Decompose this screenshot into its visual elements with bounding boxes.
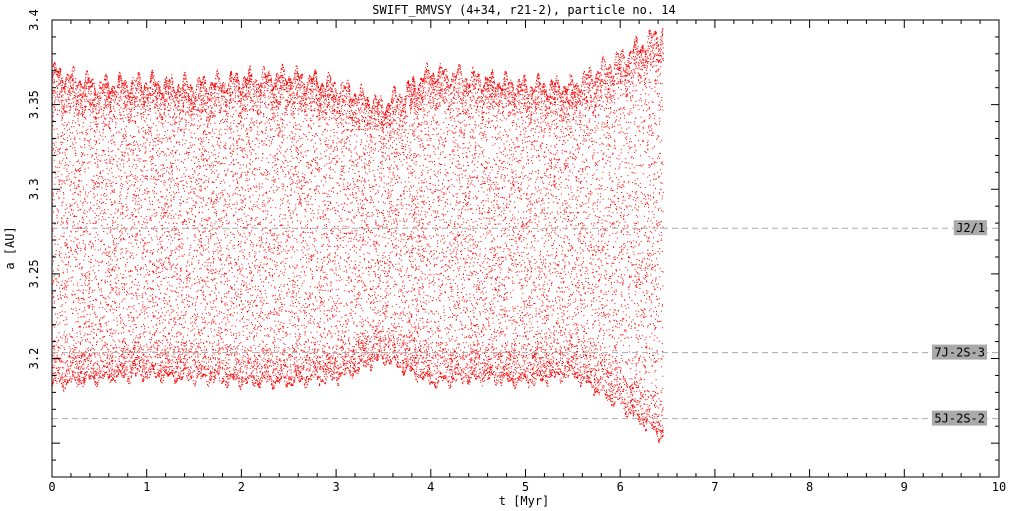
y-tick-label: 3.4: [27, 9, 41, 31]
resonance-label: 7J-2S-3: [934, 346, 985, 360]
y-tick-label: 3.3: [27, 178, 41, 200]
resonance-label: 5J-2S-2: [934, 412, 985, 426]
axis-ticks: 0 1 2 3 4 5 6 7 8 9 10 3.2 3.25 3.3 3.35 3.4: [27, 9, 1006, 494]
y-tick-label: 3.25: [27, 259, 41, 288]
x-tick-label: 0: [48, 480, 55, 494]
data-points: [52, 28, 664, 443]
x-tick-label: 3: [332, 480, 339, 494]
x-tick-label: 8: [806, 480, 813, 494]
y-tick-label: 3.35: [27, 90, 41, 119]
resonance-lines: J2/1 7J-2S-3 5J-2S-2: [52, 220, 999, 426]
x-tick-label: 9: [901, 480, 908, 494]
resonance-label-bg: [931, 410, 987, 426]
chart-title: SWIFT_RMVSY (4+34, r21-2), particle no. …: [372, 3, 675, 17]
x-tick-label: 7: [711, 480, 718, 494]
x-tick-label: 10: [992, 480, 1006, 494]
scatter-points: [52, 28, 664, 443]
x-tick-label: 6: [617, 480, 624, 494]
resonance-label-bg: [953, 220, 987, 236]
y-tick-label: 3.2: [27, 348, 41, 370]
x-tick-label: 1: [143, 480, 150, 494]
plot-frame: [51, 19, 1000, 478]
x-axis-label: t [Myr]: [499, 494, 550, 508]
y-axis-label: a [AU]: [3, 226, 17, 269]
x-tick-label: 4: [427, 480, 434, 494]
x-tick-label: 5: [522, 480, 529, 494]
resonance-label: J2/1: [956, 221, 985, 235]
x-tick-label: 2: [238, 480, 245, 494]
resonance-label-bg: [931, 344, 987, 360]
